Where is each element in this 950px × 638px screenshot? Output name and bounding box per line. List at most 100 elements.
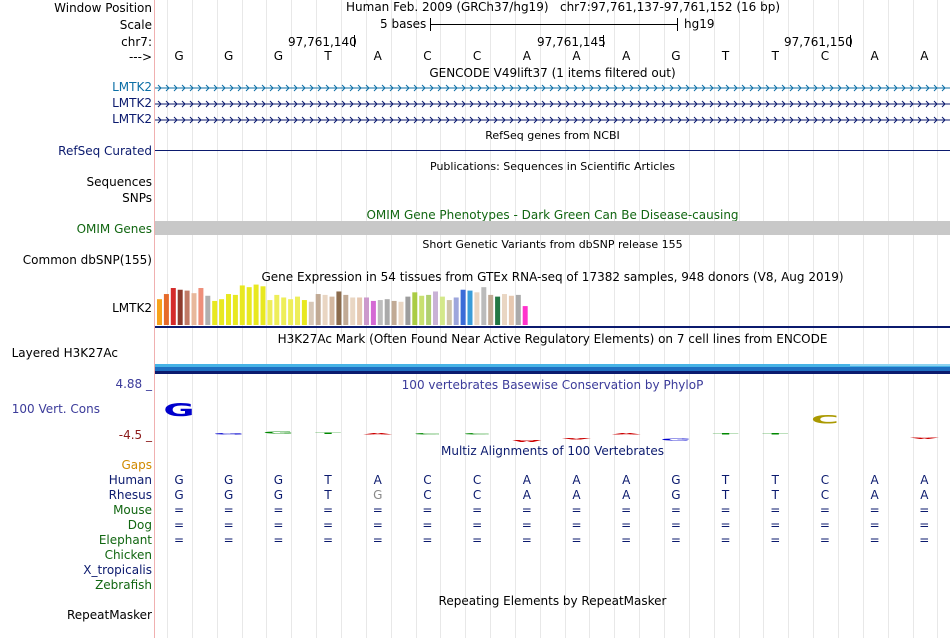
- gtex-tissue-bar[interactable]: [405, 296, 411, 325]
- gtex-tissue-bar[interactable]: [364, 297, 369, 325]
- gtex-tissue-bar[interactable]: [508, 295, 514, 325]
- gtex-expression-chart[interactable]: [155, 282, 950, 328]
- refseq-gene-line[interactable]: [155, 150, 950, 151]
- publications-track-title[interactable]: Publications: Sequences in Scientific Ar…: [430, 160, 675, 173]
- gtex-tissue-bar[interactable]: [295, 296, 300, 325]
- gtex-tissue-bar[interactable]: [177, 289, 183, 325]
- repeatmasker-track-title[interactable]: Repeating Elements by RepeatMasker: [438, 594, 667, 608]
- gtex-tissue-bar[interactable]: [370, 300, 376, 325]
- gtex-tissue-bar[interactable]: [315, 294, 321, 325]
- omim-track-title[interactable]: OMIM Gene Phenotypes - Dark Green Can Be…: [366, 208, 739, 222]
- gtex-tissue-bar[interactable]: [253, 284, 259, 325]
- gtex-tissue-bar[interactable]: [350, 297, 356, 325]
- conservation-label[interactable]: 100 Vert. Cons: [11, 402, 100, 416]
- h3k27ac-label[interactable]: Layered H3K27Ac: [11, 346, 118, 360]
- gtex-tissue-bar[interactable]: [157, 299, 162, 325]
- gtex-tissue-bar[interactable]: [336, 291, 342, 325]
- gtex-tissue-bar[interactable]: [419, 295, 425, 325]
- gtex-tissue-bar[interactable]: [288, 299, 294, 325]
- multiz-gaps-label[interactable]: Gaps: [121, 458, 152, 472]
- strand-arrow: [389, 116, 394, 124]
- gencode-gene-models[interactable]: [155, 80, 950, 126]
- gtex-tissue-bar[interactable]: [481, 287, 487, 325]
- gtex-tissue-bar[interactable]: [446, 300, 452, 325]
- gtex-tissue-bar[interactable]: [357, 297, 363, 325]
- multiz-species-label[interactable]: Human: [108, 473, 152, 487]
- gtex-tissue-bar[interactable]: [515, 294, 521, 325]
- gtex-tissue-bar[interactable]: [163, 294, 169, 325]
- gtex-tissue-bar[interactable]: [212, 300, 218, 325]
- gencode-track-title[interactable]: GENCODE V49lift37 (1 items filtered out): [429, 66, 676, 80]
- chr-label[interactable]: chr7:: [121, 35, 152, 49]
- gtex-tissue-bar[interactable]: [377, 300, 383, 325]
- multiz-species-label[interactable]: X_tropicalis: [83, 563, 152, 577]
- gtex-track-title[interactable]: Gene Expression in 54 tissues from GTEx …: [261, 270, 844, 284]
- dbsnp-track-title[interactable]: Short Genetic Variants from dbSNP releas…: [422, 238, 683, 251]
- gtex-tissue-bar[interactable]: [488, 294, 494, 325]
- gtex-tissue-bar[interactable]: [495, 296, 501, 325]
- gtex-tissue-bar[interactable]: [502, 294, 507, 325]
- gtex-gene-label[interactable]: LMTK2: [112, 301, 152, 315]
- gtex-tissue-bar[interactable]: [391, 300, 397, 325]
- scale-label[interactable]: Scale: [119, 18, 152, 32]
- publications-snps-label[interactable]: SNPs: [122, 191, 152, 205]
- multiz-species-label[interactable]: Rhesus: [108, 488, 152, 502]
- gtex-tissue-bar[interactable]: [412, 292, 418, 325]
- gtex-tissue-bar[interactable]: [398, 301, 404, 325]
- gtex-tissue-bar[interactable]: [308, 301, 314, 325]
- gtex-tissue-bar[interactable]: [384, 299, 390, 325]
- gtex-tissue-bar[interactable]: [467, 290, 473, 325]
- gtex-tissue-bar[interactable]: [439, 296, 445, 325]
- gtex-tissue-bar[interactable]: [267, 300, 273, 325]
- h3k27ac-signal[interactable]: [155, 364, 950, 374]
- gtex-tissue-bar[interactable]: [433, 291, 438, 325]
- gencode-gene-label-3[interactable]: LMTK2: [112, 112, 152, 126]
- repeatmasker-label[interactable]: RepeatMasker: [66, 608, 152, 622]
- gtex-tissue-bar[interactable]: [522, 306, 528, 325]
- conservation-logo[interactable]: G G G T A C C A A A G T T C A A: [155, 392, 950, 442]
- multiz-species-label[interactable]: Chicken: [104, 548, 152, 562]
- gtex-tissue-bar[interactable]: [426, 294, 432, 325]
- strand-arrow: [317, 100, 322, 108]
- strand-arrow: [237, 100, 242, 108]
- omim-label[interactable]: OMIM Genes: [76, 222, 152, 236]
- h3k27ac-track-title[interactable]: H3K27Ac Mark (Often Found Near Active Re…: [277, 332, 828, 346]
- conservation-track-title[interactable]: 100 vertebrates Basewise Conservation by…: [401, 378, 704, 392]
- label-pane-divider[interactable]: [154, 0, 155, 638]
- gtex-tissue-bar[interactable]: [274, 294, 280, 325]
- multiz-species-label[interactable]: Mouse: [113, 503, 152, 517]
- refseq-label[interactable]: RefSeq Curated: [58, 144, 152, 158]
- gtex-tissue-bar[interactable]: [232, 294, 238, 325]
- gtex-tissue-bar[interactable]: [205, 295, 211, 325]
- omim-phenotype-bar[interactable]: [155, 221, 950, 235]
- gtex-tissue-bar[interactable]: [246, 287, 252, 325]
- publications-sequences-label[interactable]: Sequences: [86, 175, 152, 189]
- gtex-tissue-bar[interactable]: [184, 290, 190, 325]
- gtex-tissue-bar[interactable]: [239, 285, 245, 325]
- gtex-tissue-bar[interactable]: [460, 289, 466, 325]
- gencode-gene-label-1[interactable]: LMTK2: [112, 80, 152, 94]
- gtex-tissue-bar[interactable]: [301, 300, 307, 325]
- gtex-tissue-bar[interactable]: [343, 294, 349, 325]
- gtex-tissue-bar[interactable]: [219, 299, 225, 325]
- gtex-tissue-bar[interactable]: [260, 286, 266, 325]
- multiz-species-label[interactable]: Zebrafish: [95, 578, 152, 592]
- gtex-tissue-bar[interactable]: [453, 297, 459, 325]
- dbsnp-label[interactable]: Common dbSNP(155): [22, 253, 152, 267]
- gtex-tissue-bar[interactable]: [322, 294, 328, 325]
- gtex-tissue-bar[interactable]: [281, 297, 287, 325]
- multiz-track-title[interactable]: Multiz Alignments of 100 Vertebrates: [440, 444, 665, 458]
- refseq-track-title[interactable]: RefSeq genes from NCBI: [485, 129, 620, 142]
- gencode-gene-label-2[interactable]: LMTK2: [112, 96, 152, 110]
- gtex-tissue-bar[interactable]: [474, 292, 480, 325]
- strand-arrow-label[interactable]: --->: [128, 50, 152, 64]
- gtex-tissue-bar[interactable]: [191, 293, 197, 325]
- multiz-species-label[interactable]: Elephant: [98, 533, 152, 547]
- gtex-tissue-bar[interactable]: [170, 288, 176, 325]
- gtex-tissue-bar[interactable]: [329, 296, 335, 325]
- window-position-label[interactable]: Window Position: [54, 1, 152, 15]
- gtex-tissue-bar[interactable]: [226, 294, 231, 325]
- multiz-species-label[interactable]: Dog: [127, 518, 152, 532]
- gtex-tissue-bar[interactable]: [198, 288, 204, 325]
